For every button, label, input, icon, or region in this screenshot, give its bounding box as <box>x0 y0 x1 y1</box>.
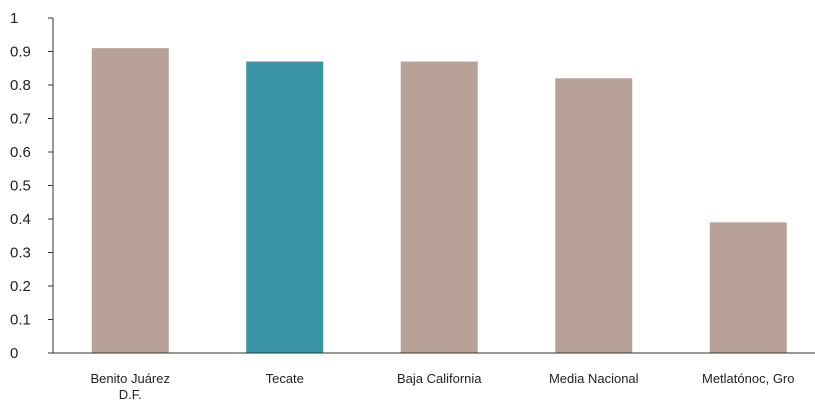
x-tick-label: Baja California <box>397 371 482 386</box>
x-tick-label: Benito Juárez <box>91 371 171 386</box>
y-axis-ticks: 0 0.1 0.2 0.3 0.4 0.5 0.6 0.7 0.8 0.9 1 <box>10 10 53 362</box>
x-tick-label: Tecate <box>266 371 304 386</box>
y-tick-label: 0.4 <box>10 211 31 228</box>
x-tick-label: Metlatónoc, Gro <box>702 371 795 386</box>
bar-2 <box>400 61 478 354</box>
y-tick-label: 0.6 <box>10 144 31 161</box>
bar-4 <box>709 222 787 353</box>
bars <box>91 48 787 354</box>
y-tick-label: 0.9 <box>10 44 31 61</box>
y-tick-label: 0 <box>10 345 18 362</box>
bar-3 <box>555 78 633 354</box>
x-tick-label: D.F. <box>119 387 142 402</box>
y-tick-label: 0.2 <box>10 278 31 295</box>
bar-1 <box>246 61 324 354</box>
y-tick-label: 0.8 <box>10 77 31 94</box>
y-tick-label: 0.3 <box>10 245 31 262</box>
x-tick-label: Media Nacional <box>549 371 639 386</box>
y-tick-label: 0.7 <box>10 111 31 128</box>
bar-0 <box>91 48 169 354</box>
y-tick-label: 0.1 <box>10 312 31 329</box>
y-tick-label: 1 <box>10 10 18 27</box>
y-tick-label: 0.5 <box>10 178 31 195</box>
